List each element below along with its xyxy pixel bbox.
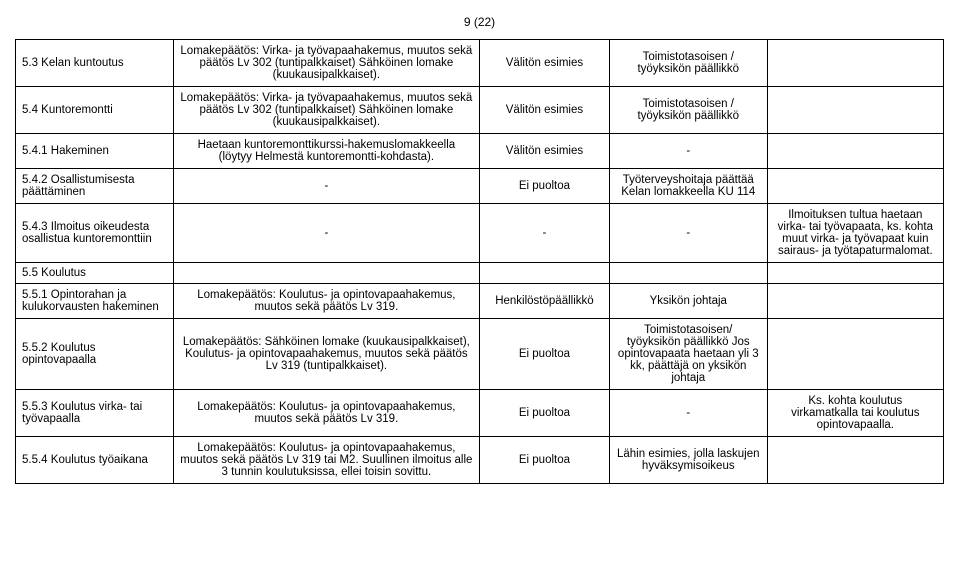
cell-c3: Välitön esimies <box>479 87 609 134</box>
cell-c3: Ei puoltoa <box>479 319 609 390</box>
cell-c1: 5.5.3 Koulutus virka- tai työvapaalla <box>16 390 174 437</box>
cell-c5 <box>767 134 943 169</box>
cell-c5 <box>767 319 943 390</box>
cell-c3: - <box>479 204 609 263</box>
cell-c4: - <box>609 134 767 169</box>
cell-c5 <box>767 437 943 484</box>
cell-c4: - <box>609 204 767 263</box>
cell-c4: Lähin esimies, jolla laskujen hyväksymis… <box>609 437 767 484</box>
cell-c5 <box>767 284 943 319</box>
table-row: 5.5 Koulutus <box>16 263 944 284</box>
cell-c1: 5.5.2 Koulutus opintovapaalla <box>16 319 174 390</box>
cell-c4: Yksikön johtaja <box>609 284 767 319</box>
cell-c1: 5.4 Kuntoremontti <box>16 87 174 134</box>
table-row: 5.4 KuntoremonttiLomakepäätös: Virka- ja… <box>16 87 944 134</box>
page-number: 9 (22) <box>15 15 944 29</box>
cell-c5 <box>767 87 943 134</box>
cell-c5 <box>767 40 943 87</box>
cell-c3: Välitön esimies <box>479 134 609 169</box>
cell-c4: Toimistotasoisen / työyksikön päällikkö <box>609 40 767 87</box>
table-row: 5.4.3 Ilmoitus oikeudesta osallistua kun… <box>16 204 944 263</box>
cell-c2: Lomakepäätös: Koulutus- ja opintovapaaha… <box>173 390 479 437</box>
cell-c3: Ei puoltoa <box>479 390 609 437</box>
table-row: 5.5.4 Koulutus työaikanaLomakepäätös: Ko… <box>16 437 944 484</box>
cell-c2: Lomakepäätös: Koulutus- ja opintovapaaha… <box>173 437 479 484</box>
cell-c4: Työterveyshoitaja päättää Kelan lomakkee… <box>609 169 767 204</box>
cell-c2: - <box>173 204 479 263</box>
table-row: 5.4.1 HakeminenHaetaan kuntoremonttikurs… <box>16 134 944 169</box>
table-row: 5.4.2 Osallistumisesta päättäminen-Ei pu… <box>16 169 944 204</box>
table-row: 5.5.3 Koulutus virka- tai työvapaallaLom… <box>16 390 944 437</box>
data-table: 5.3 Kelan kuntoutusLomakepäätös: Virka- … <box>15 39 944 484</box>
cell-c3: Henkilöstöpäällikkö <box>479 284 609 319</box>
cell-c2: Lomakepäätös: Sähköinen lomake (kuukausi… <box>173 319 479 390</box>
cell-c4: Toimistotasoisen / työyksikön päällikkö <box>609 87 767 134</box>
cell-c1: 5.4.3 Ilmoitus oikeudesta osallistua kun… <box>16 204 174 263</box>
cell-c1: 5.3 Kelan kuntoutus <box>16 40 174 87</box>
cell-c2: Lomakepäätös: Koulutus- ja opintovapaaha… <box>173 284 479 319</box>
table-row: 5.3 Kelan kuntoutusLomakepäätös: Virka- … <box>16 40 944 87</box>
cell-c2: Lomakepäätös: Virka- ja työvapaahakemus,… <box>173 87 479 134</box>
empty-cell <box>173 263 479 284</box>
empty-cell <box>479 263 609 284</box>
table-row: 5.5.2 Koulutus opintovapaallaLomakepäätö… <box>16 319 944 390</box>
empty-cell <box>609 263 767 284</box>
section-label: 5.5 Koulutus <box>16 263 174 284</box>
cell-c5 <box>767 169 943 204</box>
cell-c3: Ei puoltoa <box>479 437 609 484</box>
cell-c1: 5.4.1 Hakeminen <box>16 134 174 169</box>
cell-c3: Välitön esimies <box>479 40 609 87</box>
cell-c1: 5.5.1 Opintorahan ja kulukorvausten hake… <box>16 284 174 319</box>
empty-cell <box>767 263 943 284</box>
table-row: 5.5.1 Opintorahan ja kulukorvausten hake… <box>16 284 944 319</box>
cell-c2: Lomakepäätös: Virka- ja työvapaahakemus,… <box>173 40 479 87</box>
cell-c5: Ilmoituksen tultua haetaan virka- tai ty… <box>767 204 943 263</box>
cell-c2: - <box>173 169 479 204</box>
cell-c1: 5.4.2 Osallistumisesta päättäminen <box>16 169 174 204</box>
cell-c4: - <box>609 390 767 437</box>
cell-c4: Toimistotasoisen/ työyksikön päällikkö J… <box>609 319 767 390</box>
cell-c2: Haetaan kuntoremonttikurssi-hakemuslomak… <box>173 134 479 169</box>
cell-c3: Ei puoltoa <box>479 169 609 204</box>
cell-c1: 5.5.4 Koulutus työaikana <box>16 437 174 484</box>
cell-c5: Ks. kohta koulutus virkamatkalla tai kou… <box>767 390 943 437</box>
